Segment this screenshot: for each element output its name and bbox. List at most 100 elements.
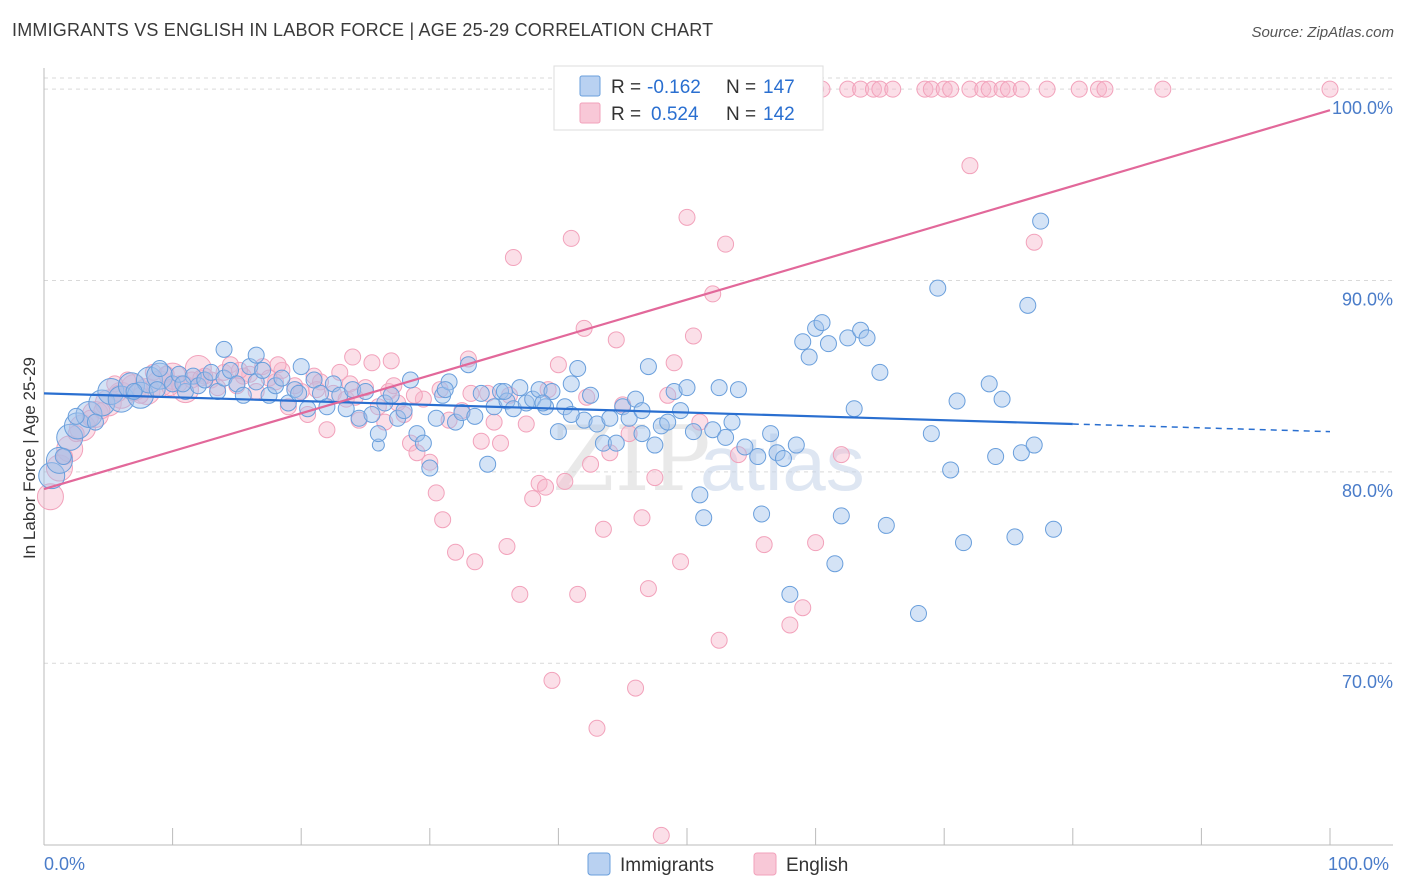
x-tick-label-min: 0.0%: [44, 854, 85, 874]
immigrants-point: [845, 400, 863, 418]
english-point: [492, 434, 510, 452]
legend-bottom-swatch-english[interactable]: [753, 852, 777, 876]
immigrants-point: [594, 434, 612, 452]
immigrants-point: [215, 340, 233, 358]
immigrants-point: [800, 348, 818, 366]
immigrants-point: [273, 369, 291, 387]
legend-r-value-1: -0.162: [647, 77, 701, 98]
immigrants-point: [479, 455, 497, 473]
english-point: [717, 235, 735, 253]
english-point: [462, 384, 480, 402]
immigrants-point: [807, 319, 825, 337]
english-point: [511, 585, 529, 603]
english-point: [832, 446, 850, 464]
immigrants-point: [684, 423, 702, 441]
english-point: [601, 444, 619, 462]
english-point: [652, 826, 670, 844]
english-point: [524, 490, 542, 508]
english-point: [582, 455, 600, 473]
english-point: [562, 229, 580, 247]
english-point: [755, 536, 773, 554]
english-point: [279, 398, 297, 416]
legend-bottom-label-english[interactable]: English: [786, 855, 848, 876]
immigrants-point: [421, 459, 439, 477]
immigrants-point: [781, 585, 799, 603]
immigrants-point: [762, 425, 780, 443]
english-point: [504, 249, 522, 267]
english-point: [922, 80, 940, 98]
english-point: [36, 483, 64, 511]
immigrants-point: [832, 507, 850, 525]
english-point: [1070, 80, 1088, 98]
immigrants-point: [534, 394, 552, 412]
immigrants-point: [569, 360, 587, 378]
english-point: [414, 390, 432, 408]
immigrants-point: [753, 505, 771, 523]
english-point: [980, 80, 998, 98]
english-point: [794, 599, 812, 617]
immigrants-point: [1032, 212, 1050, 230]
english-point: [466, 553, 484, 571]
y-axis-label: In Labor Force | Age 25-29: [20, 357, 39, 559]
immigrants-point: [980, 375, 998, 393]
english-point: [1038, 80, 1056, 98]
y-tick-label-90: 90.0%: [1342, 289, 1393, 309]
trend-lines: [43, 109, 1331, 491]
immigrants-point: [749, 448, 767, 466]
immigrants-point: [543, 382, 561, 400]
english-point: [916, 80, 934, 98]
english-point: [871, 80, 889, 98]
immigrants-point: [170, 365, 188, 383]
y-tick-label-80: 80.0%: [1342, 481, 1393, 501]
immigrants-point: [704, 421, 722, 439]
immigrants-point: [929, 279, 947, 297]
immigrants-point: [601, 409, 619, 427]
immigrants-point: [148, 381, 166, 399]
english-point: [1090, 80, 1108, 98]
english-point: [447, 543, 465, 561]
immigrants-point: [45, 446, 73, 474]
legend-bottom: Immigrants English: [587, 852, 848, 876]
immigrants-point: [987, 448, 1005, 466]
immigrants-point: [672, 402, 690, 420]
english-point: [421, 453, 439, 471]
english-point: [405, 386, 423, 404]
immigrants-point: [453, 404, 471, 422]
english-point: [230, 361, 248, 379]
watermark-zip: ZIP: [552, 407, 711, 512]
immigrants-point: [164, 375, 182, 393]
english-point: [607, 331, 625, 349]
immigrants-point: [1025, 436, 1043, 454]
english-point: [305, 367, 323, 385]
immigrants-point: [369, 425, 387, 443]
legend-bottom-label-immigrants[interactable]: Immigrants: [620, 855, 714, 876]
english-point: [639, 580, 657, 598]
english-point: [594, 520, 612, 538]
series-immigrants-points: [38, 212, 1063, 622]
legend-bottom-swatch-immigrants[interactable]: [587, 852, 611, 876]
immigrants-point: [290, 384, 308, 402]
immigrants-point: [549, 423, 567, 441]
english-point: [993, 80, 1011, 98]
immigrants-point: [1045, 520, 1063, 538]
immigrants-point: [562, 405, 580, 423]
immigrants-point: [174, 375, 192, 393]
legend-swatch-immigrants: [579, 75, 601, 97]
english-point: [498, 537, 516, 555]
english-point: [961, 157, 979, 175]
english-point: [517, 415, 535, 433]
english-point: [318, 421, 336, 439]
immigrants-point: [717, 428, 735, 446]
immigrants-point: [695, 509, 713, 527]
immigrants-point: [1019, 296, 1037, 314]
immigrants-point: [382, 386, 400, 404]
english-point: [1000, 80, 1017, 98]
immigrants-point: [678, 379, 696, 397]
english-point: [402, 434, 420, 452]
legend-r-value-2: 0.524: [651, 104, 699, 125]
watermark-atlas: atlas: [700, 419, 865, 507]
immigrants-point: [67, 407, 85, 425]
english-point: [935, 80, 953, 98]
english-point: [710, 631, 728, 649]
chart-title: IMMIGRANTS VS ENGLISH IN LABOR FORCE | A…: [12, 20, 714, 40]
